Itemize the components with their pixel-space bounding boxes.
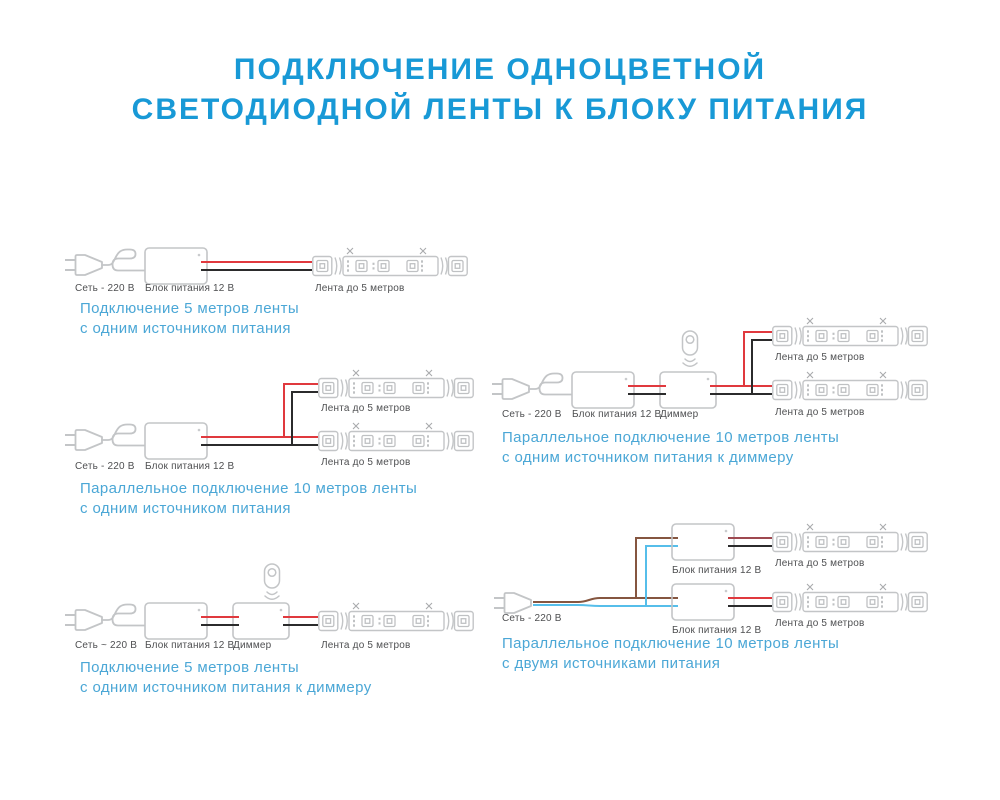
diagram-parallel-two-strips-psu-dimmer: Лента до 5 метров Сеть - 220 В Блок пита… [492,317,928,420]
caption-line: Параллельное подключение 10 метров ленты [80,480,418,497]
psu-screw-dot [724,529,728,533]
page-title-line1: ПОДКЛЮЧЕНИЕ ОДНОЦВЕТНОЙ [233,53,767,86]
label-strip1: Лента до 5 метров [321,403,411,414]
remote-icon [263,563,281,600]
caption-diagram-2: Параллельное подключение 10 метров ленты… [80,479,417,518]
label-strip: Лента до 5 метров [315,283,405,294]
label-psu: Блок питания 12 В [572,409,662,420]
caption-line: с одним источником питания к диммеру [80,678,372,696]
label-dimmer: Диммер [660,409,699,420]
dimmer-box [659,371,717,409]
led-strip-icon [772,371,928,401]
label-mains: Сеть - 220 В [502,613,562,624]
dimmer-box [232,602,290,640]
psu-box [571,371,635,409]
remote-icon [681,330,699,367]
psu-screw-dot [197,428,201,432]
label-psu: Блок питания 12 В [145,283,235,294]
diagram-parallel-two-strips-two-psu: Лента до 5 метров Блок питания 12 В Сеть… [494,523,928,636]
label-psu1: Блок питания 12 В [672,565,762,576]
caption-line: с одним источником питания к диммеру [502,448,794,466]
label-strip2: Лента до 5 метров [775,407,865,418]
diagram-single-strip-psu-dimmer: Сеть ~ 220 В Блок питания 12 В Диммер Ле… [65,563,474,651]
psu-box [144,602,208,640]
caption-line: Подключение 5 метров ленты [80,300,300,317]
label-mains: Сеть ~ 220 В [75,640,137,651]
led-strip-icon [772,583,928,613]
plug-icon [65,248,145,276]
plug-icon [65,423,145,451]
led-strip-icon [772,317,928,347]
diagram-parallel-two-strips-single-psu: Лента до 5 метров Сеть - 220 В Блок пита… [65,369,474,472]
label-strip1: Лента до 5 метров [775,352,865,363]
label-strip: Лента до 5 метров [321,640,411,651]
label-psu2: Блок питания 12 В [672,625,762,636]
psu-box [144,422,208,460]
psu-box-top [671,523,735,561]
wire-black-branch [291,391,318,445]
psu-screw-dot [197,608,201,612]
label-dimmer: Диммер [233,640,272,651]
caption-diagram-5: Параллельное подключение 10 метров ленты… [502,634,839,673]
label-mains: Сеть - 220 В [502,409,562,420]
caption-diagram-4: Параллельное подключение 10 метров ленты… [502,428,839,467]
wire-black-branch [751,339,772,394]
label-mains: Сеть - 220 В [75,461,135,472]
wire-red-branch [743,331,772,386]
label-strip2: Лента до 5 метров [321,457,411,468]
label-strip1: Лента до 5 метров [775,558,865,569]
caption-line: Подключение 5 метров ленты [80,659,300,676]
psu-screw-dot [624,377,628,381]
wire-brown [533,597,678,603]
psu-box-bottom [671,583,735,621]
led-strip-icon [772,523,928,553]
plug-icon [492,372,572,400]
label-strip2: Лента до 5 метров [775,618,865,629]
page-title-line2: СВЕТОДИОДНОЙ ЛЕНТЫ К БЛОКУ ПИТАНИЯ [131,93,869,126]
plug-icon [494,592,532,614]
wire-blue [533,604,678,607]
page-title: ПОДКЛЮЧЕНИЕ ОДНОЦВЕТНОЙ СВЕТОДИОДНОЙ ЛЕН… [0,50,1000,130]
wire-red-branch [283,383,318,437]
psu-screw-dot [197,253,201,257]
dimmer-screw-dot [279,608,283,612]
caption-diagram-3: Подключение 5 метров ленты с одним источ… [80,658,372,697]
psu-screw-dot [724,589,728,593]
wire-brown-branch [635,537,678,598]
label-psu: Блок питания 12 В [145,640,235,651]
wire-blue-branch [645,545,678,606]
label-psu: Блок питания 12 В [145,461,235,472]
label-mains: Сеть - 220 В [75,283,135,294]
led-strip-icon [318,369,474,399]
led-strip-icon [318,602,474,632]
diagram-single-strip-single-psu: Сеть - 220 В Блок питания 12 В Лента до … [65,247,468,294]
led-strip-icon [312,247,468,277]
led-strip-icon [318,422,474,452]
caption-line: с одним источником питания [80,319,291,337]
dimmer-screw-dot [706,377,710,381]
caption-line: Параллельное подключение 10 метров ленты [502,635,840,652]
caption-diagram-1: Подключение 5 метров ленты с одним источ… [80,299,299,338]
caption-line: с двумя источниками питания [502,654,721,672]
plug-icon [65,603,145,631]
psu-box [144,247,208,285]
caption-line: с одним источником питания [80,499,291,517]
caption-line: Параллельное подключение 10 метров ленты [502,429,840,446]
